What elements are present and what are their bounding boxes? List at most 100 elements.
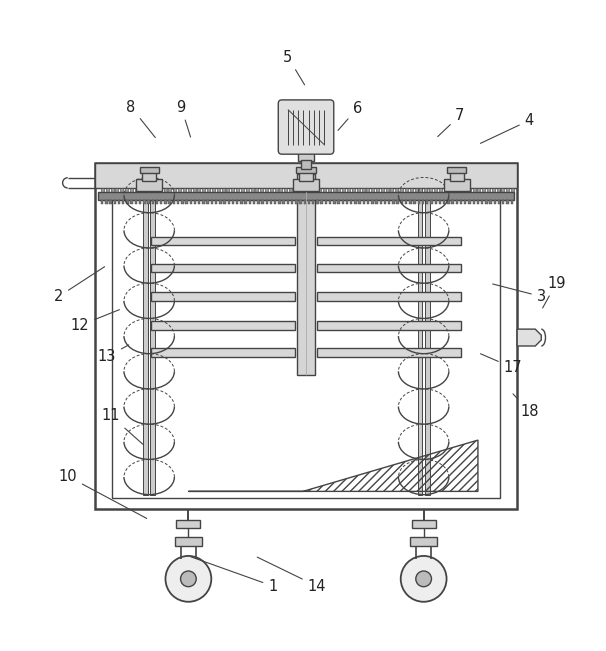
Bar (411, 520, 436, 527)
Bar (385, 188, 388, 191)
Bar (346, 200, 348, 204)
Bar (222, 188, 225, 191)
Bar (126, 200, 128, 204)
Bar (410, 188, 413, 191)
Bar (510, 200, 513, 204)
Bar (419, 188, 422, 191)
Bar (293, 179, 319, 191)
Bar (130, 200, 133, 204)
Bar (447, 200, 450, 204)
Bar (105, 188, 108, 191)
Bar (224, 200, 226, 204)
Bar (463, 188, 466, 191)
Bar (113, 200, 116, 204)
Bar (405, 188, 408, 191)
Bar (244, 200, 247, 204)
Polygon shape (517, 329, 541, 346)
Bar (313, 188, 316, 191)
Bar (255, 188, 258, 191)
Bar (207, 200, 209, 204)
Bar (301, 160, 311, 169)
Bar (112, 174, 501, 497)
Text: 5: 5 (283, 49, 305, 85)
Bar (168, 188, 171, 191)
Bar (188, 188, 191, 191)
Bar (492, 188, 495, 191)
Bar (487, 188, 490, 191)
Text: 18: 18 (513, 394, 539, 419)
Bar (151, 292, 295, 301)
Bar (240, 200, 242, 204)
Bar (413, 200, 416, 204)
Bar (159, 188, 162, 191)
Bar (190, 200, 192, 204)
Bar (434, 188, 437, 191)
Bar (405, 200, 407, 204)
Bar (135, 188, 138, 191)
Bar (410, 537, 437, 546)
Bar (435, 200, 437, 204)
Bar (422, 200, 424, 204)
Bar (149, 188, 152, 191)
Bar (468, 200, 471, 204)
Bar (257, 200, 259, 204)
Bar (299, 200, 302, 204)
Bar (236, 200, 238, 204)
Bar (477, 200, 479, 204)
Text: 12: 12 (70, 310, 119, 333)
Bar (371, 188, 374, 191)
Bar (151, 322, 295, 329)
Bar (444, 179, 470, 191)
Bar (101, 188, 104, 191)
Bar (494, 200, 496, 204)
Bar (321, 200, 323, 204)
Bar (176, 520, 201, 527)
Circle shape (165, 556, 211, 602)
Bar (232, 200, 235, 204)
Bar (270, 200, 272, 204)
Bar (265, 188, 268, 191)
Bar (270, 188, 273, 191)
Bar (468, 188, 471, 191)
Bar (202, 200, 205, 204)
Bar (439, 188, 442, 191)
Bar (318, 188, 321, 191)
Bar (506, 200, 508, 204)
Bar (511, 188, 514, 191)
Bar (444, 188, 447, 191)
Bar (181, 200, 184, 204)
Bar (151, 264, 295, 272)
Bar (333, 188, 336, 191)
Text: 19: 19 (542, 276, 565, 308)
Bar (450, 171, 464, 181)
Bar (95, 163, 517, 510)
Bar (298, 149, 315, 161)
Bar (279, 188, 282, 191)
Bar (395, 188, 398, 191)
Bar (318, 237, 461, 245)
Bar (115, 188, 118, 191)
Bar (142, 171, 156, 181)
Circle shape (181, 571, 196, 587)
Bar (236, 188, 239, 191)
Bar (384, 200, 386, 204)
Bar (295, 200, 298, 204)
Bar (173, 200, 175, 204)
Bar (485, 200, 488, 204)
Bar (109, 200, 112, 204)
Bar (418, 178, 422, 495)
Bar (207, 188, 210, 191)
Bar (424, 188, 427, 191)
Bar (478, 188, 481, 191)
Bar (401, 200, 403, 204)
Bar (350, 200, 353, 204)
Bar (318, 292, 461, 301)
Circle shape (416, 571, 431, 587)
Bar (342, 200, 344, 204)
Bar (381, 188, 384, 191)
Bar (289, 188, 292, 191)
Bar (278, 200, 281, 204)
Text: 11: 11 (102, 408, 143, 444)
Bar (482, 188, 485, 191)
Bar (451, 200, 454, 204)
